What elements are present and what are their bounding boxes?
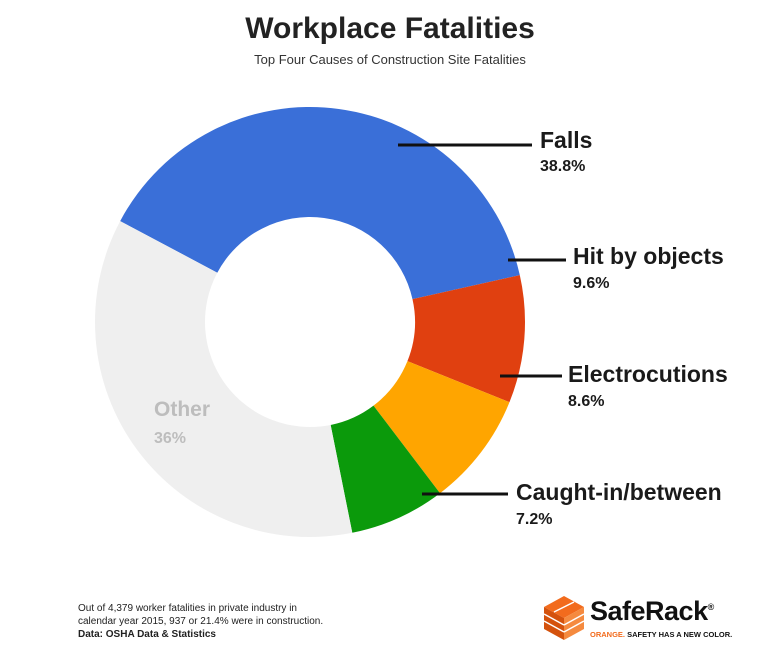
slice-label-hit-by-objects: Hit by objects xyxy=(573,243,724,269)
footnote-source: Data: OSHA Data & Statistics xyxy=(78,629,216,640)
logo-tagline: ORANGE. SAFETY HAS A NEW COLOR. xyxy=(590,630,733,639)
slice-value-electrocutions: 8.6% xyxy=(568,393,604,410)
slice-value-hit-by-objects: 9.6% xyxy=(573,275,609,292)
donut-chart: Falls 38.8% Hit by objects 9.6% Electroc… xyxy=(94,107,728,538)
slice-other xyxy=(94,221,353,538)
footnote-line-2: calendar year 2015, 937 or 21.4% were in… xyxy=(78,616,324,627)
chart-title: Workplace Fatalities xyxy=(245,12,535,45)
slice-label-falls: Falls xyxy=(540,127,592,153)
footnote: Out of 4,379 worker fatalities in privat… xyxy=(78,602,378,641)
saferack-logo: SafeRack® ORANGE. SAFETY HAS A NEW COLOR… xyxy=(542,594,742,644)
logo-name: SafeRack® xyxy=(590,596,714,626)
footnote-line-1: Out of 4,379 worker fatalities in privat… xyxy=(78,603,297,614)
slice-label-other: Other xyxy=(154,398,210,421)
saferack-cube-icon xyxy=(543,596,585,640)
slice-value-falls: 38.8% xyxy=(540,158,585,175)
slice-hit-by-objects xyxy=(407,275,526,403)
slice-value-other: 36% xyxy=(154,430,186,447)
slice-value-caught-in-between: 7.2% xyxy=(516,511,552,528)
donut-slices xyxy=(94,107,526,538)
chart-subtitle: Top Four Causes of Construction Site Fat… xyxy=(254,52,526,67)
slice-label-electrocutions: Electrocutions xyxy=(568,361,728,387)
slice-caught-in-between xyxy=(330,405,441,533)
slice-falls xyxy=(120,107,520,300)
slice-electrocutions xyxy=(373,361,510,494)
slice-label-caught-in-between: Caught-in/between xyxy=(516,479,722,505)
